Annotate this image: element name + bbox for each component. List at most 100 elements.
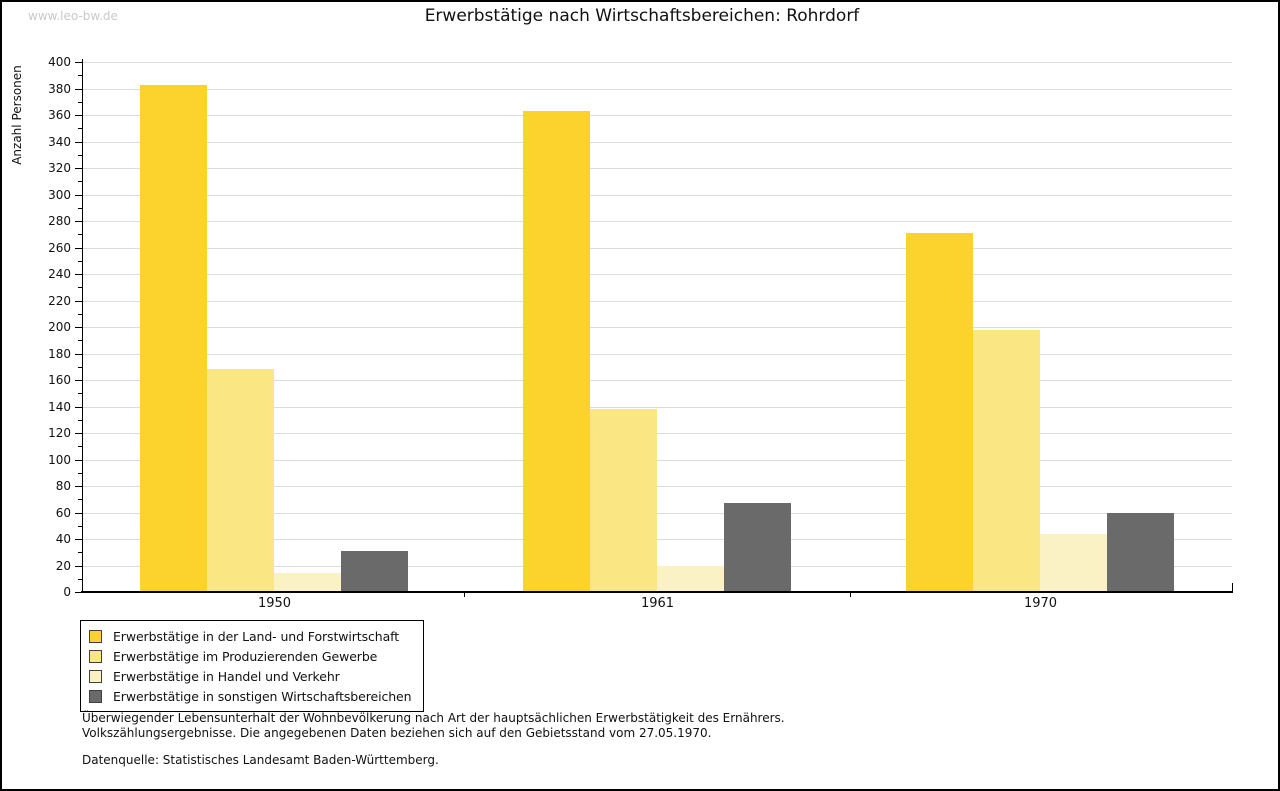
y-major-tick	[75, 221, 82, 222]
gridline	[82, 274, 1232, 275]
y-minor-tick	[78, 313, 82, 315]
y-minor-tick	[78, 340, 82, 342]
y-tick-label: 40	[55, 532, 71, 546]
y-tick-label: 400	[48, 55, 71, 69]
bar-1970-series-4	[1107, 512, 1174, 592]
legend-swatch-icon	[89, 669, 102, 683]
y-minor-tick	[78, 128, 82, 130]
legend-item-1: Erwerbstätige in der Land- und Forstwirt…	[89, 626, 411, 646]
legend-swatch-icon	[89, 649, 102, 663]
x-tick-label: 1950	[257, 596, 292, 611]
legend-label: Erwerbstätige in sonstigen Wirtschaftsbe…	[113, 688, 412, 704]
y-minor-tick	[78, 207, 82, 209]
gridline	[82, 353, 1232, 355]
y-minor-tick	[78, 552, 82, 554]
y-minor-tick	[78, 75, 82, 77]
y-tick-label: 200	[48, 320, 71, 334]
legend-item-3: Erwerbstätige in Handel und Verkehr	[89, 666, 411, 686]
bar-1961-series-4	[724, 503, 791, 592]
y-tick-label: 0	[63, 585, 71, 599]
x-boundary-tick	[850, 592, 851, 597]
y-major-tick	[75, 380, 82, 381]
y-minor-tick	[78, 366, 82, 368]
y-minor-tick	[78, 578, 82, 580]
bar-1970-series-3	[1040, 533, 1107, 592]
footnote: Überwiegender Lebensunterhalt der Wohnbe…	[82, 711, 785, 741]
y-major-tick	[75, 247, 82, 249]
legend-item-4: Erwerbstätige in sonstigen Wirtschaftsbe…	[89, 686, 412, 706]
y-tick-label: 320	[48, 161, 71, 175]
y-minor-tick	[78, 393, 82, 395]
y-major-tick	[75, 565, 82, 567]
bar-1950-series-1	[140, 84, 207, 592]
legend-label: Erwerbstätige im Produzierenden Gewerbe	[113, 648, 378, 664]
gridline	[82, 486, 1232, 487]
y-minor-tick	[78, 154, 82, 156]
footnote-line-1: Überwiegender Lebensunterhalt der Wohnbe…	[82, 711, 785, 725]
gridline	[82, 406, 1232, 408]
y-minor-tick	[78, 472, 82, 474]
bar-1950-series-3	[274, 573, 341, 592]
y-tick-label: 120	[48, 426, 71, 440]
legend-item-2: Erwerbstätige im Produzierenden Gewerbe	[89, 646, 411, 666]
y-tick-label: 300	[48, 187, 71, 202]
watermark: www.leo-bw.de	[28, 9, 118, 23]
y-minor-tick	[78, 419, 82, 421]
y-major-tick	[75, 274, 82, 275]
gridline	[82, 221, 1232, 222]
y-tick-label: 160	[48, 373, 71, 387]
legend-label: Erwerbstätige in Handel und Verkehr	[113, 668, 340, 684]
data-source: Datenquelle: Statistisches Landesamt Bad…	[82, 753, 439, 767]
y-major-tick	[75, 486, 82, 487]
gridline	[82, 327, 1232, 328]
y-major-tick	[75, 353, 82, 355]
y-minor-tick	[78, 446, 82, 448]
gridline	[82, 88, 1232, 90]
x-axis-line	[81, 591, 1233, 593]
y-major-tick	[75, 512, 82, 514]
y-major-tick	[75, 592, 82, 593]
y-major-tick	[75, 459, 82, 461]
y-tick-label: 140	[48, 399, 71, 414]
x-boundary-tick	[464, 592, 465, 597]
y-minor-tick	[78, 101, 82, 103]
gridline	[82, 539, 1232, 540]
bar-1950-series-2	[207, 369, 274, 592]
y-minor-tick	[78, 260, 82, 262]
chart-title: Erwerbstätige nach Wirtschaftsbereichen:…	[424, 6, 860, 26]
y-major-tick	[75, 406, 82, 408]
y-major-tick	[75, 141, 82, 143]
y-major-tick	[75, 194, 82, 196]
legend: Erwerbstätige in der Land- und Forstwirt…	[80, 620, 425, 712]
y-tick-label: 260	[48, 240, 71, 255]
x-axis-end-tick	[1232, 583, 1233, 592]
gridline	[82, 62, 1232, 63]
bar-1970-series-2	[973, 329, 1040, 592]
legend-swatch-icon	[89, 689, 102, 703]
x-tick-label: 1961	[640, 596, 675, 611]
y-major-tick	[75, 168, 82, 169]
y-minor-tick	[78, 181, 82, 183]
x-tick-label: 1970	[1023, 596, 1058, 611]
bar-1961-series-2	[590, 409, 657, 592]
gridline	[82, 459, 1232, 461]
gridline	[82, 300, 1232, 302]
y-minor-tick	[78, 499, 82, 501]
y-tick-label: 360	[48, 108, 71, 122]
y-axis-line	[82, 59, 83, 592]
legend-swatch-icon	[89, 629, 102, 643]
y-major-tick	[75, 433, 82, 434]
bar-1961-series-3	[657, 565, 724, 592]
bar-1950-series-4	[341, 550, 408, 592]
y-tick-label: 100	[48, 452, 71, 467]
y-tick-label: 340	[48, 134, 71, 149]
gridline	[82, 141, 1232, 143]
gridline	[82, 380, 1232, 381]
y-major-tick	[75, 62, 82, 63]
y-major-tick	[75, 115, 82, 116]
y-major-tick	[75, 327, 82, 328]
y-major-tick	[75, 539, 82, 540]
y-tick-label: 380	[48, 81, 71, 96]
footnote-line-2: Volkszählungsergebnisse. Die angegebenen…	[82, 726, 712, 740]
